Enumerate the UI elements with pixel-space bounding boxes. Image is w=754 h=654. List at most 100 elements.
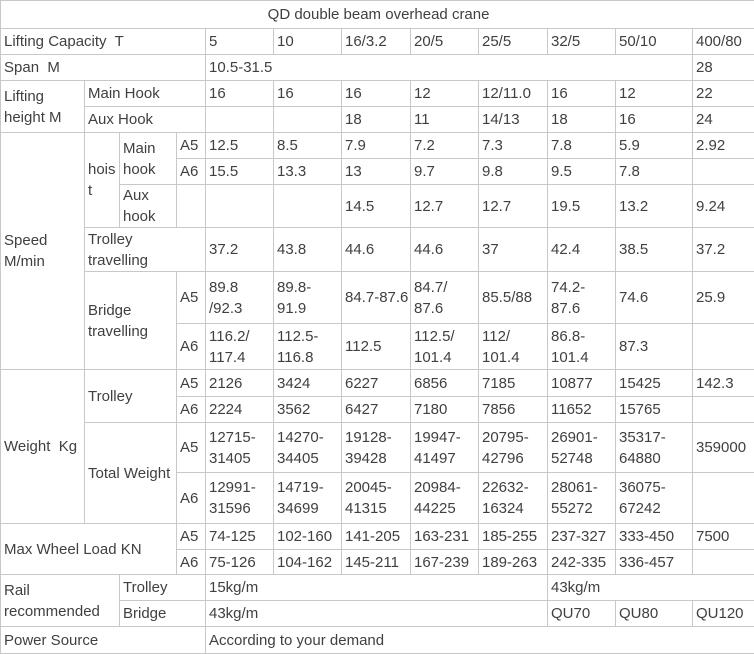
value-cell: 6856 bbox=[411, 370, 479, 397]
value-cell: 12.7 bbox=[479, 185, 548, 228]
value-cell: 86.8- 101.4 bbox=[548, 324, 616, 370]
value-cell: 11652 bbox=[548, 397, 616, 423]
hoist-label: hoist bbox=[85, 133, 120, 228]
value-cell bbox=[206, 185, 274, 228]
speed-main-hook-a5-row: Speed M/min hoist Main hook A5 12.5 8.5 … bbox=[1, 133, 754, 159]
rail-trolley-label: Trolley bbox=[120, 575, 206, 601]
rail-bridge-left-value: 43kg/m bbox=[206, 601, 548, 627]
value-cell: 8.5 bbox=[274, 133, 342, 159]
value-cell: 24 bbox=[693, 107, 754, 133]
value-cell: 12 bbox=[616, 81, 693, 107]
value-cell: 14270- 34405 bbox=[274, 423, 342, 473]
value-cell: 7856 bbox=[479, 397, 548, 423]
value-cell: 16 bbox=[548, 81, 616, 107]
value-cell: 37 bbox=[479, 228, 548, 272]
value-cell: 85.5/88 bbox=[479, 272, 548, 324]
value-cell bbox=[274, 185, 342, 228]
value-cell: 13 bbox=[342, 159, 411, 185]
lifting-height-main-hook-row: Lifting height M Main Hook 16 16 16 12 1… bbox=[1, 81, 754, 107]
value-cell: 14/13 bbox=[479, 107, 548, 133]
value-cell: 20045- 41315 bbox=[342, 473, 411, 524]
value-cell: 6427 bbox=[342, 397, 411, 423]
grade-label: A5 bbox=[177, 423, 206, 473]
value-cell: 3424 bbox=[274, 370, 342, 397]
value-cell: 12.5 bbox=[206, 133, 274, 159]
value-cell: 18 bbox=[342, 107, 411, 133]
value-cell: 19947- 41497 bbox=[411, 423, 479, 473]
value-cell bbox=[274, 107, 342, 133]
capacity-value: 5 bbox=[206, 29, 274, 55]
value-cell: 22 bbox=[693, 81, 754, 107]
grade-label: A5 bbox=[177, 370, 206, 397]
capacity-value: 25/5 bbox=[479, 29, 548, 55]
value-cell: 142.3 bbox=[693, 370, 754, 397]
value-cell: 7.8 bbox=[548, 133, 616, 159]
speed-trolley-travelling-row: Trolley travelling 37.2 43.8 44.6 44.6 3… bbox=[1, 228, 754, 272]
value-cell: 9.24 bbox=[693, 185, 754, 228]
value-cell: 10877 bbox=[548, 370, 616, 397]
value-cell: 189-263 bbox=[479, 550, 548, 575]
rail-bridge-qu70: QU70 bbox=[548, 601, 616, 627]
value-cell: 102-160 bbox=[274, 524, 342, 550]
value-cell: 87.3 bbox=[616, 324, 693, 370]
value-cell: 74-125 bbox=[206, 524, 274, 550]
span-last: 28 bbox=[693, 55, 754, 81]
capacity-value: 10 bbox=[274, 29, 342, 55]
value-cell: 7.2 bbox=[411, 133, 479, 159]
value-cell bbox=[693, 324, 754, 370]
value-cell: 237-327 bbox=[548, 524, 616, 550]
value-cell: 14.5 bbox=[342, 185, 411, 228]
value-cell: 2126 bbox=[206, 370, 274, 397]
value-cell: 7.9 bbox=[342, 133, 411, 159]
grade-label: A5 bbox=[177, 272, 206, 324]
value-cell: 141-205 bbox=[342, 524, 411, 550]
value-cell: 145-211 bbox=[342, 550, 411, 575]
value-cell: 12.7 bbox=[411, 185, 479, 228]
value-cell: 15.5 bbox=[206, 159, 274, 185]
value-cell: 25.9 bbox=[693, 272, 754, 324]
value-cell: 13.2 bbox=[616, 185, 693, 228]
grade-label: A5 bbox=[177, 133, 206, 159]
value-cell: 36075- 67242 bbox=[616, 473, 693, 524]
value-cell: 9.5 bbox=[548, 159, 616, 185]
value-cell bbox=[693, 550, 754, 575]
value-cell: 7180 bbox=[411, 397, 479, 423]
value-cell: 104-162 bbox=[274, 550, 342, 575]
title-row: QD double beam overhead crane bbox=[1, 1, 754, 29]
value-cell bbox=[693, 159, 754, 185]
value-cell: 5.9 bbox=[616, 133, 693, 159]
speed-aux-hook-label: Aux hook bbox=[120, 185, 177, 228]
value-cell bbox=[206, 107, 274, 133]
power-source-row: Power Source According to your demand bbox=[1, 627, 754, 654]
value-cell: 185-255 bbox=[479, 524, 548, 550]
speed-bridge-a5-row: Bridge travelling A5 89.8 /92.3 89.8-91.… bbox=[1, 272, 754, 324]
value-cell: 12991- 31596 bbox=[206, 473, 274, 524]
value-cell: 84.7/ 87.6 bbox=[411, 272, 479, 324]
rail-trolley-row: Rail recommended Trolley 15kg/m 43kg/m bbox=[1, 575, 754, 601]
value-cell: 359000 bbox=[693, 423, 754, 473]
rail-trolley-right-value: 43kg/m bbox=[548, 575, 754, 601]
span-label: Span M bbox=[1, 55, 206, 81]
value-cell: 163-231 bbox=[411, 524, 479, 550]
value-cell: 3562 bbox=[274, 397, 342, 423]
value-cell: 74.2-87.6 bbox=[548, 272, 616, 324]
value-cell: 89.8 /92.3 bbox=[206, 272, 274, 324]
capacity-value: 50/10 bbox=[616, 29, 693, 55]
max-wheel-load-a5-row: Max Wheel Load KN A5 74-125 102-160 141-… bbox=[1, 524, 754, 550]
speed-main-hook-label: Main hook bbox=[120, 133, 177, 185]
value-cell: 20984- 44225 bbox=[411, 473, 479, 524]
value-cell: 12/11.0 bbox=[479, 81, 548, 107]
trolley-travelling-label: Trolley travelling bbox=[85, 228, 206, 272]
rail-recommended-label: Rail recommended bbox=[1, 575, 120, 627]
rail-bridge-qu120: QU120 bbox=[693, 601, 754, 627]
value-cell: 84.7-87.6 bbox=[342, 272, 411, 324]
value-cell: 7.8 bbox=[616, 159, 693, 185]
value-cell: 16 bbox=[206, 81, 274, 107]
grade-label: A6 bbox=[177, 324, 206, 370]
value-cell: 333-450 bbox=[616, 524, 693, 550]
value-cell: 9.8 bbox=[479, 159, 548, 185]
value-cell: 75-126 bbox=[206, 550, 274, 575]
capacity-value: 32/5 bbox=[548, 29, 616, 55]
weight-trolley-a5-row: Weight Kg Trolley A5 2126 3424 6227 6856… bbox=[1, 370, 754, 397]
value-cell bbox=[693, 473, 754, 524]
